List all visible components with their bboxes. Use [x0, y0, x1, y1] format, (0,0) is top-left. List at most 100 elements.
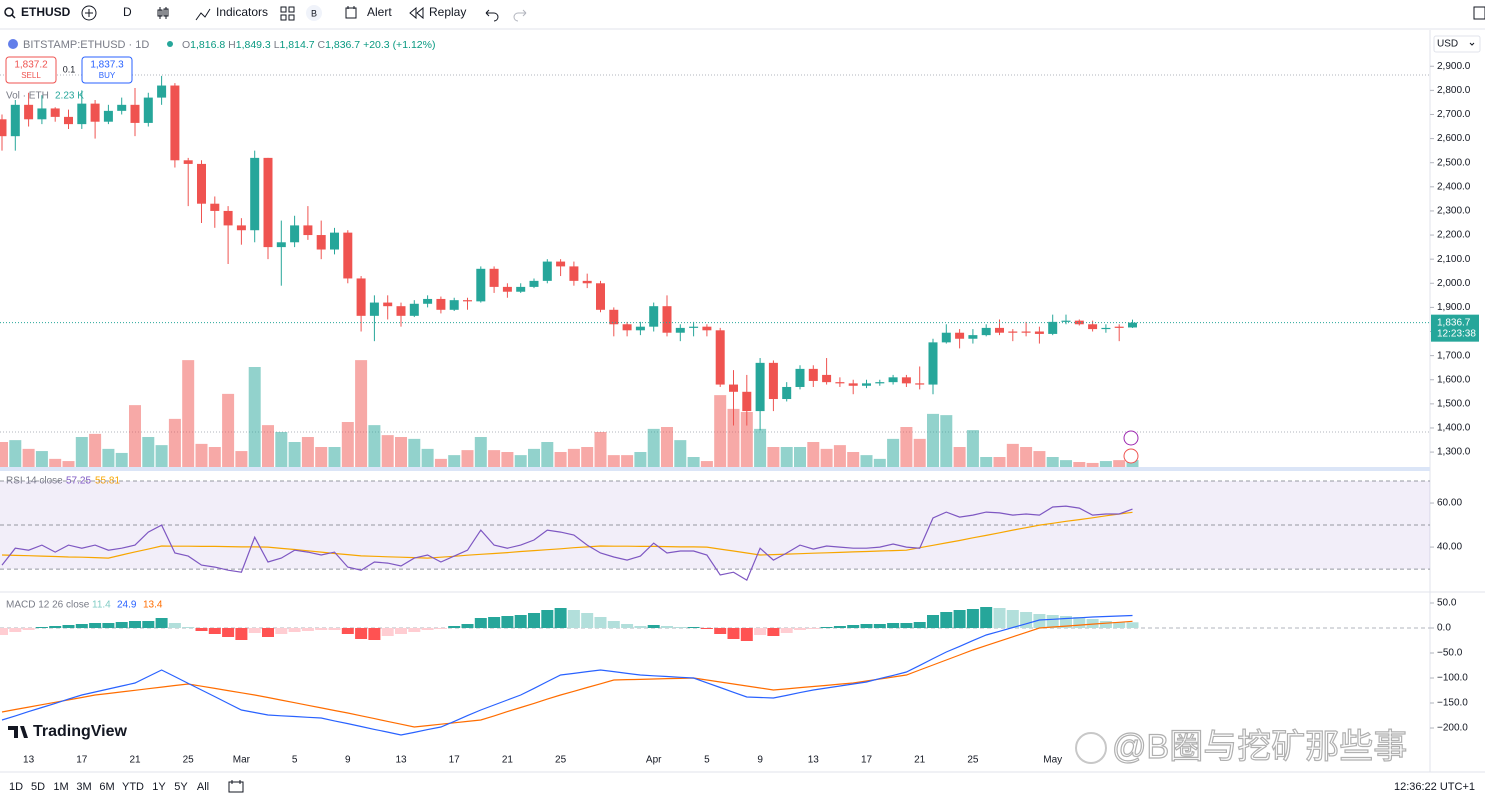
volume-bar — [1099, 461, 1112, 467]
macd-histogram-bar — [0, 628, 8, 635]
macd-histogram-bar — [567, 610, 580, 628]
redo[interactable] — [513, 9, 527, 22]
range-button[interactable]: 1Y — [152, 781, 166, 793]
macd-histogram-bar — [49, 626, 62, 628]
macd-histogram-bar — [195, 628, 208, 631]
candle-body — [1128, 322, 1137, 328]
goto-date[interactable] — [228, 780, 244, 793]
macd-histogram-bar — [581, 613, 594, 628]
replay-button[interactable]: Replay — [429, 5, 466, 19]
event-icon — [1123, 448, 1139, 464]
candle-body — [941, 332, 951, 343]
candle-body — [449, 300, 459, 310]
volume-bar — [328, 447, 341, 467]
toolbar: ETHUSD D Indicators B Alert Replay — [0, 5, 1485, 30]
macd-histogram-bar — [860, 624, 873, 628]
buy-button[interactable] — [81, 56, 133, 84]
volume-bar — [1060, 460, 1072, 467]
range-button[interactable]: 5D — [31, 781, 45, 793]
candle-body — [463, 300, 472, 302]
candle-body — [542, 261, 552, 281]
search-icon[interactable] — [4, 7, 14, 17]
volume-bar — [1086, 462, 1099, 467]
buy-label[interactable]: BUY — [99, 71, 116, 80]
volume-bar — [700, 461, 713, 467]
chart-type-icon[interactable] — [157, 7, 169, 19]
macd-histogram-bar — [807, 628, 820, 629]
candle-body — [1088, 324, 1098, 330]
sell-price[interactable]: 1,837.2 — [14, 60, 48, 71]
volume-bar — [222, 393, 235, 467]
range-button[interactable]: YTD — [122, 781, 144, 793]
symbol[interactable]: ETHUSD — [21, 5, 71, 19]
last-price-label: 1,836.7 — [1437, 317, 1471, 328]
macd-histogram-bar — [381, 628, 394, 636]
brand-logo — [8, 726, 28, 738]
pane-separator — [0, 467, 1430, 471]
volume-bar — [953, 447, 966, 467]
range-button[interactable]: 1D — [9, 781, 23, 793]
currency-box[interactable] — [1433, 35, 1481, 53]
macd-histogram-bar — [780, 628, 793, 633]
range-button[interactable]: 1M — [53, 781, 68, 793]
volume-bar — [434, 458, 447, 467]
layouts-icon[interactable] — [280, 6, 295, 21]
volume-bar — [780, 447, 793, 467]
range-button[interactable]: 5Y — [174, 781, 188, 793]
candle-body — [1034, 331, 1044, 334]
candle-body — [157, 85, 167, 98]
volume-bar — [35, 451, 48, 467]
price-tick-label: 1,300.0 — [1437, 447, 1471, 458]
volume-bar — [674, 440, 687, 467]
macd-histogram-bar — [940, 612, 953, 628]
macd-tick-label: −100.0 — [1437, 673, 1468, 684]
volume-title: Vol · ETH — [6, 91, 49, 102]
range-button[interactable]: 3M — [76, 781, 91, 793]
macd-histogram-bar — [714, 628, 727, 634]
macd-histogram-bar — [89, 623, 102, 628]
macd-signal-last: 13.4 — [143, 600, 163, 611]
range-button[interactable]: 6M — [99, 781, 114, 793]
add-symbol[interactable] — [81, 5, 97, 21]
macd-histogram-bar — [262, 628, 274, 637]
macd-histogram-bar — [235, 628, 248, 640]
rsi-line — [1, 505, 1133, 581]
interval[interactable]: D — [123, 5, 132, 19]
macd-histogram-bar — [102, 623, 115, 628]
macd-tick-label: −200.0 — [1437, 723, 1468, 734]
price-tick-label: 2,300.0 — [1437, 206, 1471, 217]
panel-toggle[interactable] — [1473, 6, 1485, 20]
candle-body — [423, 298, 433, 304]
spread: 0.1 — [63, 64, 76, 74]
sell-button[interactable] — [5, 56, 57, 84]
candle-body — [476, 268, 486, 302]
volume-bar — [195, 443, 208, 467]
buy-price[interactable]: 1,837.3 — [90, 60, 124, 71]
candle-body — [502, 286, 512, 292]
rsi-title: RSI 14 close — [6, 476, 63, 487]
sell-label[interactable]: SELL — [21, 71, 41, 80]
macd-histogram-bar — [993, 608, 1006, 628]
price-tick-label: 2,000.0 — [1437, 278, 1471, 289]
badge[interactable]: B — [311, 8, 317, 18]
candle-body — [635, 326, 645, 331]
candle-body — [915, 383, 925, 385]
candle-body — [795, 368, 805, 387]
indicators-button[interactable]: Indicators — [216, 5, 268, 19]
volume-bar — [634, 452, 647, 467]
undo[interactable] — [485, 9, 499, 22]
macd-histogram-bar — [754, 628, 767, 635]
alert-button[interactable]: Alert — [367, 5, 392, 19]
candle-body — [862, 383, 871, 386]
currency[interactable]: USD — [1437, 39, 1458, 50]
symbol-title: BITSTAMP:ETHUSD · 1D — [23, 39, 149, 51]
candle-body — [729, 384, 738, 392]
volume-bar — [567, 448, 580, 467]
candle-body — [303, 225, 313, 236]
badge-bg — [306, 5, 322, 21]
candle-body — [835, 382, 845, 384]
candle-body — [1048, 321, 1058, 334]
price-tick-label: 2,600.0 — [1437, 133, 1471, 144]
macd-histogram-bar — [607, 621, 620, 628]
range-button[interactable]: All — [197, 781, 209, 793]
